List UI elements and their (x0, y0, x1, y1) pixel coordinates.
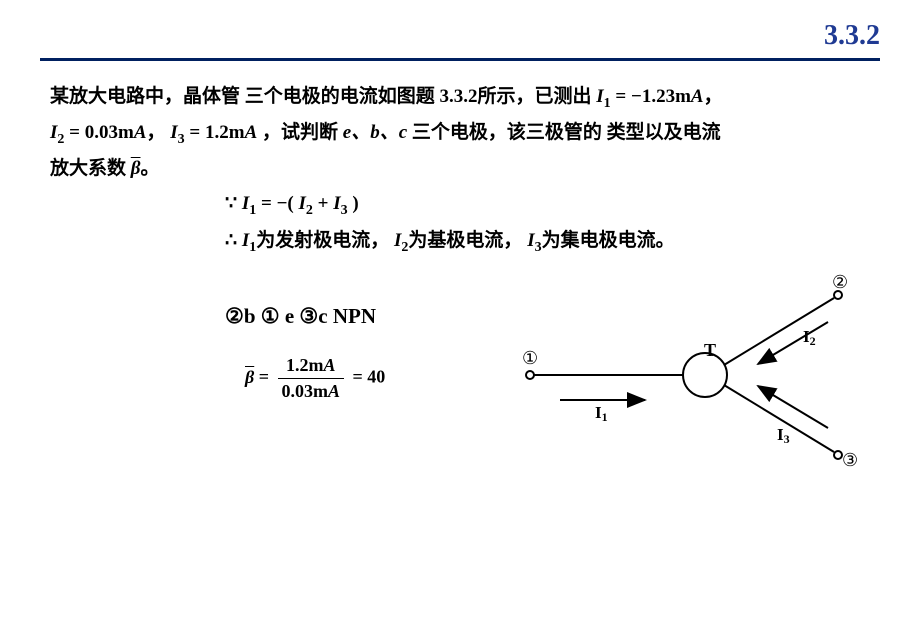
conc-I1: I1 (242, 230, 256, 251)
sol-paren-end: ) (352, 193, 358, 214)
problem-suffix2: 放大系数 (50, 158, 126, 179)
because-symbol: ∵ (225, 193, 237, 214)
beta-fraction: 1.2mA 0.03mA (278, 355, 345, 402)
I1-value: −1.23m (631, 86, 691, 107)
header-rule (40, 58, 880, 61)
conc-t1: 为发射极电流， (256, 230, 389, 251)
svg-text:①: ① (522, 348, 538, 368)
I1-symbol: I1 (596, 86, 610, 107)
I3-value: 1.2m (205, 122, 245, 143)
label-b: b (244, 304, 256, 328)
svg-text:I1: I1 (595, 403, 608, 424)
label-c-npn: c NPN (318, 304, 376, 328)
label-e: e (280, 304, 300, 328)
section-header: 3.3.2 (824, 20, 880, 52)
solution-conclusion: ∴ I1为发射极电流， I2为基极电流， I3为集电极电流。 (225, 225, 675, 256)
beta-numerator: 1.2mA (278, 355, 345, 379)
svg-text:②: ② (832, 272, 848, 292)
sol-eq-mid: = −( (261, 193, 294, 214)
conc-t2: 为基极电流， (408, 230, 522, 251)
eq-sign-3: = (189, 122, 205, 143)
beta-equation: β = 1.2mA 0.03mA = 40 (245, 355, 385, 402)
beta-result: 40 (367, 367, 385, 387)
conc-I3: I3 (527, 230, 541, 251)
I3-unit: A (245, 122, 258, 143)
electrode-assignment: ②b ① e ③c NPN (225, 304, 376, 329)
electrodes-text: e、b、c (343, 122, 407, 143)
comma-1: ， (704, 86, 723, 107)
I2-value: 0.03m (85, 122, 134, 143)
beta-eq-sign: = (259, 367, 274, 387)
conc-t3: 为集电极电流。 (542, 230, 675, 251)
beta-denominator: 0.03mA (278, 379, 345, 402)
problem-statement: 某放大电路中，晶体管 三个电极的电流如图题 3.3.2所示，已测出 I1 = −… (50, 80, 870, 186)
transistor-diagram: T I1 ① I2 ② I3 ③ (510, 270, 870, 490)
circle-3: ③ (299, 304, 318, 329)
I1-unit: A (691, 86, 704, 107)
problem-prefix: 某放大电路中，晶体管 三个电极的电流如图题 3.3.2所示，已测出 (50, 86, 592, 107)
comma-2: ， (147, 122, 166, 143)
circle-2: ② (225, 304, 244, 329)
sol-I3: I3 (333, 193, 347, 214)
sol-I2: I2 (298, 193, 312, 214)
eq-sign-1: = (615, 86, 631, 107)
conc-I2: I2 (394, 230, 408, 251)
sol-plus: + (318, 193, 334, 214)
period: 。 (141, 158, 160, 179)
circle-1: ① (261, 304, 280, 329)
beta-symbol: β (131, 159, 141, 178)
svg-text:③: ③ (842, 450, 858, 470)
problem-suffix1: 三个电极，该三极管的 类型以及电流 (412, 122, 721, 143)
I2-unit: A (134, 122, 147, 143)
I3-symbol: I3 (170, 122, 184, 143)
I2-symbol: I2 (50, 122, 64, 143)
problem-mid: ，试判断 (262, 122, 338, 143)
sol-I1: I1 (242, 193, 256, 214)
eq-sign-2: = (69, 122, 85, 143)
svg-text:I3: I3 (777, 425, 790, 446)
solution-eq1: ∵ I1 = −( I2 + I3 ) (225, 192, 359, 219)
beta-eq-sign2: = (353, 367, 368, 387)
node-T-label: T (704, 340, 716, 360)
therefore-symbol: ∴ (225, 230, 237, 251)
beta-bar: β (245, 368, 254, 386)
